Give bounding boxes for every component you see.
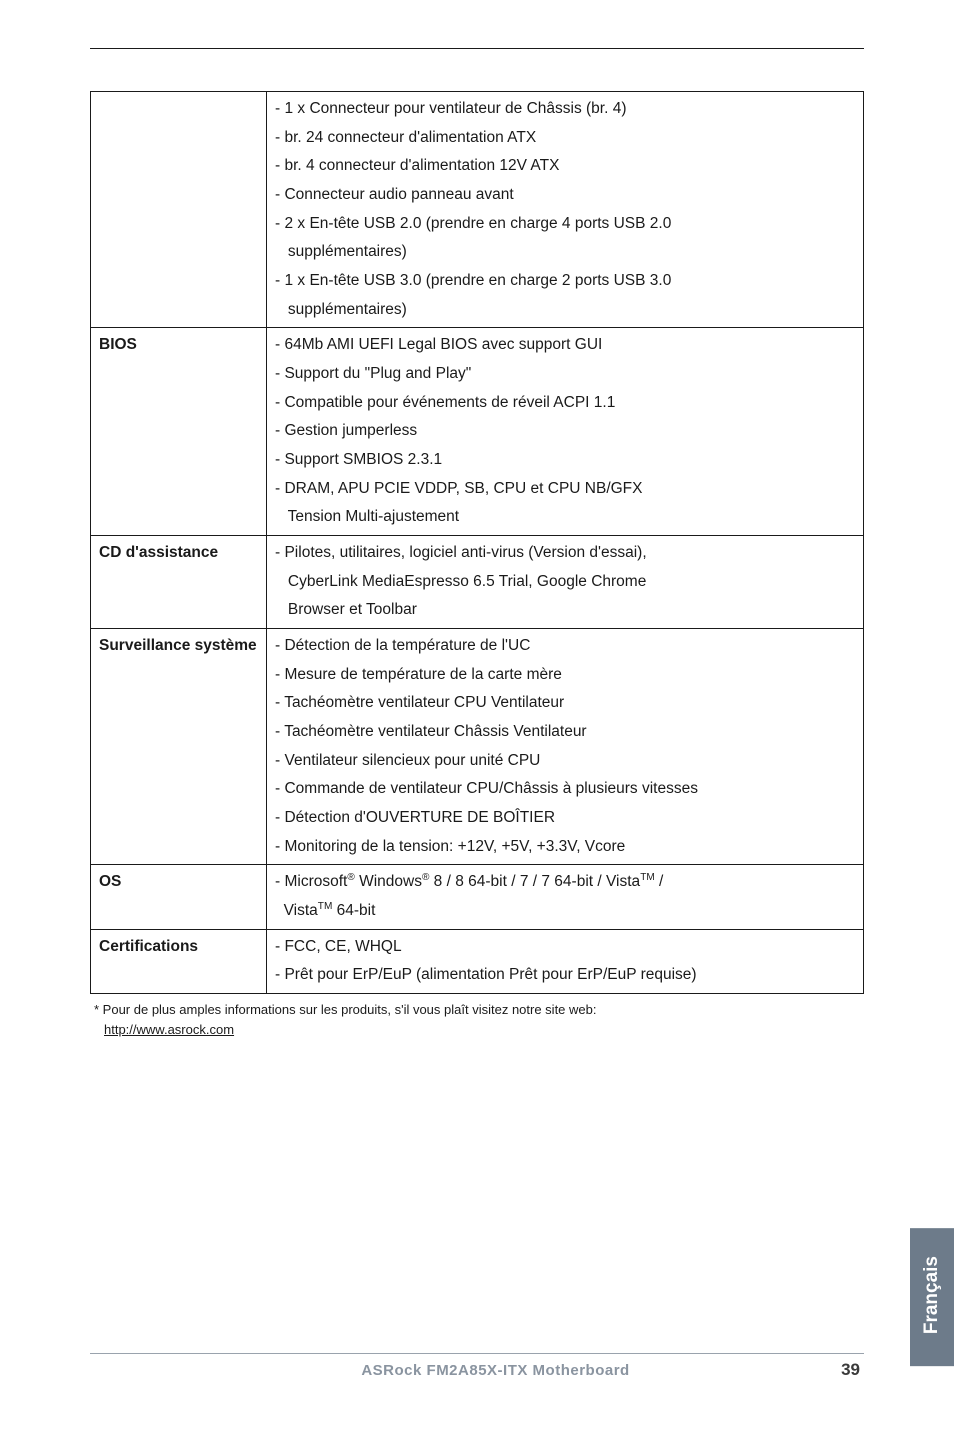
spec-content: - Microsoft® Windows® 8 / 8 64-bit / 7 /… (267, 865, 864, 929)
footer-inner: ASRock FM2A85X-ITX Motherboard 39 (90, 1354, 864, 1380)
page-footer: Français ASRock FM2A85X-ITX Motherboard … (0, 1353, 954, 1380)
spec-label (91, 92, 267, 328)
spec-line: - FCC, CE, WHQL (275, 933, 855, 962)
spec-line: CyberLink MediaEspresso 6.5 Trial, Googl… (275, 568, 855, 597)
spec-line: - br. 24 connecteur d'alimentation ATX (275, 124, 855, 153)
spec-line-cont: supplémentaires) (284, 243, 407, 260)
spec-content: - 1 x Connecteur pour ventilateur de Châ… (267, 92, 864, 328)
spec-line: - Tachéomètre ventilateur Châssis Ventil… (275, 718, 855, 747)
spec-line: - Commande de ventilateur CPU/Châssis à … (275, 775, 855, 804)
spec-line: - Ventilateur silencieux pour unité CPU (275, 747, 855, 776)
spec-line: - Détection de la température de l'UC (275, 632, 855, 661)
spec-label: Certifications (91, 929, 267, 993)
table-row: - 1 x Connecteur pour ventilateur de Châ… (91, 92, 864, 328)
spec-line: VistaTM 64-bit (275, 897, 855, 926)
spec-table: - 1 x Connecteur pour ventilateur de Châ… (90, 91, 864, 994)
spec-line: - 2 x En-tête USB 2.0 (prendre en charge… (275, 210, 855, 239)
spec-line: - Tachéomètre ventilateur CPU Ventilateu… (275, 689, 855, 718)
spec-line: - Détection d'OUVERTURE DE BOÎTIER (275, 804, 855, 833)
spec-content: - 64Mb AMI UEFI Legal BIOS avec support … (267, 328, 864, 536)
table-row: CD d'assistance - Pilotes, utilitaires, … (91, 536, 864, 629)
spec-label: Surveillance système (91, 629, 267, 865)
spec-line-cont: Tension Multi-ajustement (284, 508, 459, 525)
table-row: Surveillance système - Détection de la t… (91, 629, 864, 865)
spec-line: - Microsoft® Windows® 8 / 8 64-bit / 7 /… (275, 868, 855, 897)
spec-content: - Pilotes, utilitaires, logiciel anti-vi… (267, 536, 864, 629)
spec-line: supplémentaires) (275, 296, 855, 325)
footer-rule: ASRock FM2A85X-ITX Motherboard 39 (90, 1353, 864, 1380)
table-row: OS - Microsoft® Windows® 8 / 8 64-bit / … (91, 865, 864, 929)
spec-line: - br. 4 connecteur d'alimentation 12V AT… (275, 152, 855, 181)
spec-line: Tension Multi-ajustement (275, 503, 855, 532)
spec-label: BIOS (91, 328, 267, 536)
spec-line: Browser et Toolbar (275, 596, 855, 625)
page-number: 39 (841, 1360, 864, 1379)
spec-line: - Compatible pour événements de réveil A… (275, 389, 855, 418)
spec-line: - Support du "Plug and Play" (275, 360, 855, 389)
footnote-text: * Pour de plus amples informations sur l… (94, 1002, 597, 1017)
spec-line-cont: supplémentaires) (284, 301, 407, 318)
table-row: BIOS - 64Mb AMI UEFI Legal BIOS avec sup… (91, 328, 864, 536)
spec-line: - DRAM, APU PCIE VDDP, SB, CPU et CPU NB… (275, 475, 855, 504)
footnote-url: http://www.asrock.com (104, 1020, 234, 1040)
spec-content: - FCC, CE, WHQL - Prêt pour ErP/EuP (ali… (267, 929, 864, 993)
top-horizontal-rule (90, 48, 864, 49)
spec-line-cont: CyberLink MediaEspresso 6.5 Trial, Googl… (284, 573, 647, 590)
spec-line: - 1 x Connecteur pour ventilateur de Châ… (275, 95, 855, 124)
spec-line: - 1 x En-tête USB 3.0 (prendre en charge… (275, 267, 855, 296)
spec-line: - Mesure de température de la carte mère (275, 661, 855, 690)
spec-line: - Prêt pour ErP/EuP (alimentation Prêt p… (275, 961, 855, 990)
spec-label: OS (91, 865, 267, 929)
table-row: Certifications - FCC, CE, WHQL - Prêt po… (91, 929, 864, 993)
spec-label: CD d'assistance (91, 536, 267, 629)
spec-line: - Monitoring de la tension: +12V, +5V, +… (275, 833, 855, 862)
page-number-wrap: 39 (841, 1360, 864, 1380)
spec-content: - Détection de la température de l'UC - … (267, 629, 864, 865)
spec-line: - 64Mb AMI UEFI Legal BIOS avec support … (275, 331, 855, 360)
spec-line-cont: Browser et Toolbar (284, 601, 417, 618)
footer-title: ASRock FM2A85X-ITX Motherboard (150, 1362, 841, 1379)
spec-line: - Connecteur audio panneau avant (275, 181, 855, 210)
spec-line: - Pilotes, utilitaires, logiciel anti-vi… (275, 539, 855, 568)
spec-table-body: - 1 x Connecteur pour ventilateur de Châ… (91, 92, 864, 994)
spec-line: supplémentaires) (275, 238, 855, 267)
spec-line: - Support SMBIOS 2.3.1 (275, 446, 855, 475)
footnote: * Pour de plus amples informations sur l… (90, 1000, 864, 1039)
language-tab: Français (910, 1228, 954, 1366)
spec-line: - Gestion jumperless (275, 417, 855, 446)
